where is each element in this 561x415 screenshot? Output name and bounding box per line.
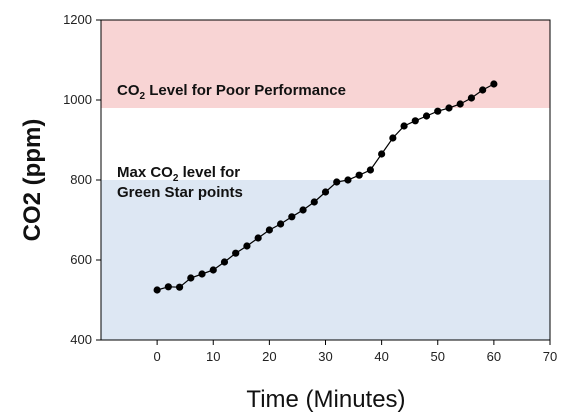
y-tick-label: 1000 <box>63 92 92 107</box>
x-tick-label: 60 <box>487 349 501 364</box>
data-point <box>378 150 386 158</box>
x-tick-label: 70 <box>543 349 557 364</box>
data-point <box>164 283 172 291</box>
x-tick-label: 0 <box>154 349 161 364</box>
y-tick-label: 600 <box>70 252 92 267</box>
threshold-band-1 <box>101 180 550 340</box>
data-point <box>310 198 318 206</box>
y-tick-label: 800 <box>70 172 92 187</box>
data-point <box>389 134 397 142</box>
data-point <box>198 270 206 278</box>
data-point <box>288 213 296 221</box>
x-tick-label: 40 <box>374 349 388 364</box>
data-point <box>254 234 262 242</box>
x-tick-label: 30 <box>318 349 332 364</box>
annotations: CO2 Level for Poor Performance Max CO2 le… <box>117 82 346 201</box>
y-axis-label: CO2 (ppm) <box>19 119 46 242</box>
threshold-band-0 <box>101 20 550 108</box>
data-point <box>366 166 374 174</box>
data-point <box>153 286 161 294</box>
data-point <box>434 107 442 115</box>
data-point <box>243 242 251 250</box>
data-point <box>265 226 273 234</box>
data-point <box>467 94 476 102</box>
y-axis-ticks: 400 600 800 1000 1200 <box>63 12 101 347</box>
data-point <box>187 274 195 282</box>
y-tick-label: 1200 <box>63 12 92 27</box>
data-point <box>422 112 431 120</box>
co2-series <box>153 80 498 294</box>
annotation-1-line-0: Max CO2 level for <box>117 164 240 184</box>
x-tick-label: 10 <box>206 349 220 364</box>
annotation-0-line-0: CO2 Level for Poor Performance <box>117 82 346 102</box>
data-point <box>411 117 419 125</box>
data-point <box>456 100 464 108</box>
x-axis-label: Time (Minutes) <box>246 386 405 413</box>
data-point <box>445 104 453 112</box>
data-point <box>479 86 487 94</box>
data-point <box>220 258 229 266</box>
data-point <box>175 283 184 291</box>
x-axis-ticks: 0 10 20 30 40 50 60 70 <box>154 340 557 364</box>
data-point <box>232 249 240 257</box>
data-point <box>299 206 307 214</box>
data-point <box>321 188 330 196</box>
threshold-bands <box>101 20 550 340</box>
data-point <box>400 122 408 130</box>
data-point <box>490 80 498 88</box>
data-point <box>333 178 341 186</box>
x-tick-label: 20 <box>262 349 276 364</box>
data-point <box>355 171 363 179</box>
data-point <box>344 176 352 184</box>
plot-frame <box>100 19 551 341</box>
x-tick-label: 50 <box>431 349 445 364</box>
annotation-1-line-1: Green Star points <box>117 184 243 201</box>
y-tick-label: 400 <box>70 332 92 347</box>
data-point <box>209 266 217 274</box>
data-point <box>277 220 285 228</box>
